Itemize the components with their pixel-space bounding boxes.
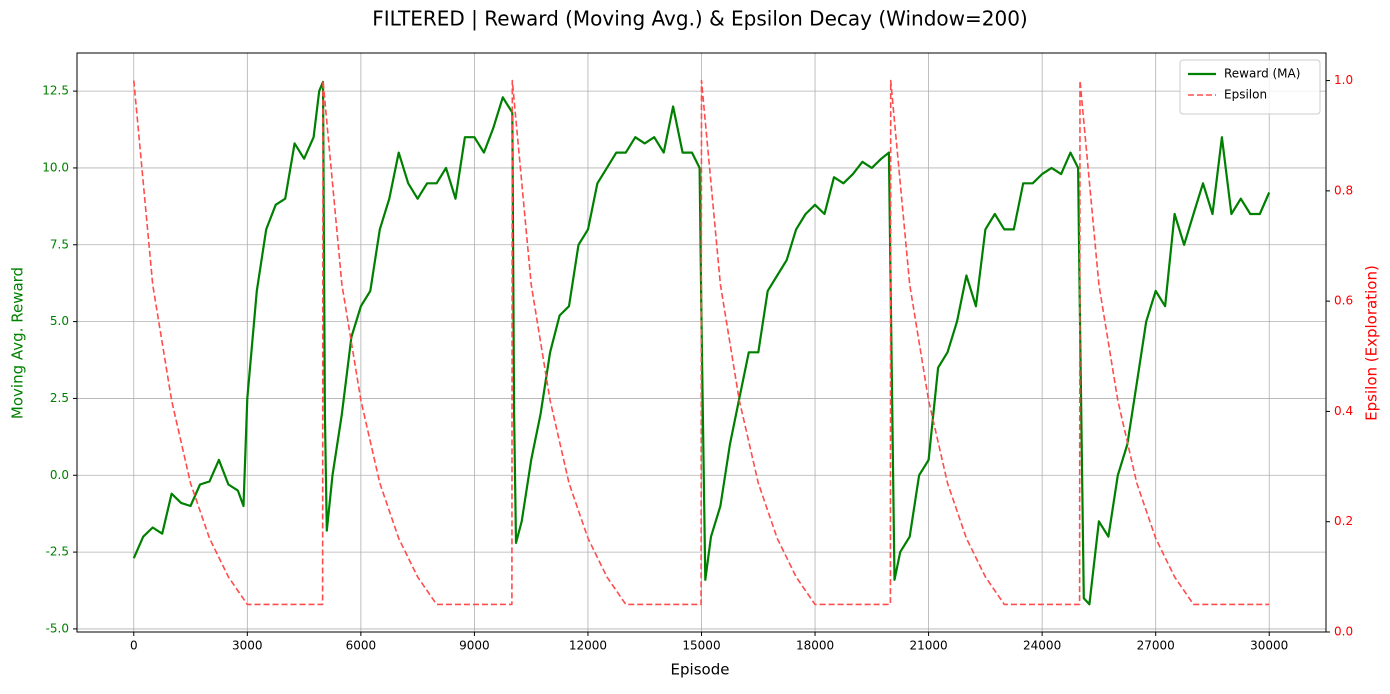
- y2-tick-label: 0.0: [1334, 625, 1353, 639]
- plot-frame: [76, 52, 1327, 633]
- x-tick-label: 9000: [459, 639, 490, 653]
- legend-label: Reward (MA): [1224, 67, 1300, 81]
- x-tick-label: 18000: [796, 639, 834, 653]
- y-tick-label: 2.5: [50, 391, 69, 405]
- x-axis-label: Episode: [671, 661, 730, 679]
- y-tick-label: 10.0: [42, 160, 69, 174]
- legend-label: Epsilon: [1224, 88, 1267, 102]
- x-tick-label: 12000: [569, 639, 607, 653]
- x-tick-label: 6000: [346, 639, 377, 653]
- x-tick-label: 27000: [1137, 639, 1175, 653]
- x-tick-label: 21000: [909, 639, 947, 653]
- y2-tick-label: 0.2: [1334, 514, 1353, 528]
- series-line: [133, 79, 1270, 606]
- y-tick-label: 5.0: [50, 314, 69, 328]
- y-tick-label: 12.5: [42, 84, 69, 98]
- legend: Reward (MA) Epsilon: [1179, 59, 1321, 115]
- y2-tick-label: 0.6: [1334, 294, 1353, 308]
- y2-axis-label: Epsilon (Exploration): [1363, 265, 1381, 421]
- x-tick-label: 15000: [682, 639, 720, 653]
- y-tick-label: -5.0: [46, 621, 69, 635]
- y-tick-label: 7.5: [50, 237, 69, 251]
- y-tick-label: -2.5: [46, 545, 69, 559]
- y-axis-label: Moving Avg. Reward: [9, 267, 27, 419]
- x-tick-label: 24000: [1023, 639, 1061, 653]
- y2-tick-label: 1.0: [1334, 73, 1353, 87]
- y2-tick-label: 0.4: [1334, 404, 1353, 418]
- x-tick-label: 30000: [1250, 639, 1288, 653]
- x-tick-label: 3000: [232, 639, 263, 653]
- x-tick-label: 0: [130, 639, 138, 653]
- y-tick-label: 0.0: [50, 468, 69, 482]
- y2-tick-label: 0.8: [1334, 183, 1353, 197]
- chart-title: FILTERED | Reward (Moving Avg.) & Epsilo…: [372, 7, 1027, 31]
